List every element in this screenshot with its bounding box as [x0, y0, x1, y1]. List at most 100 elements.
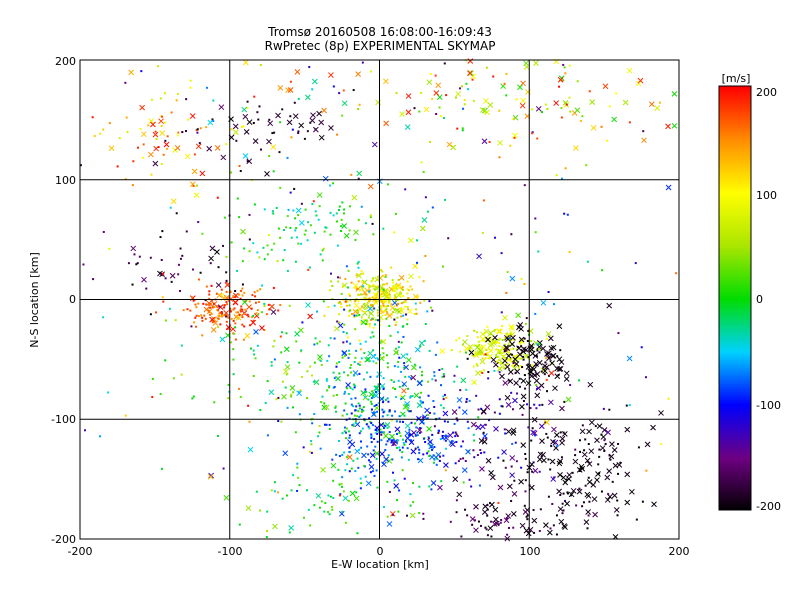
scatter-marker-x	[152, 131, 159, 138]
scatter-point	[194, 316, 197, 319]
scatter-point	[343, 354, 346, 357]
scatter-marker-x	[570, 487, 577, 494]
scatter-point	[208, 293, 211, 296]
colorbar-segment	[719, 146, 751, 149]
scatter-point	[404, 301, 407, 304]
scatter-point	[498, 156, 501, 159]
scatter-point	[512, 347, 515, 350]
colorbar-segment	[719, 98, 751, 101]
scatter-marker-x	[518, 478, 524, 485]
scatter-point	[498, 345, 501, 348]
scatter-point	[108, 122, 111, 125]
scatter-point	[217, 266, 220, 269]
scatter-point	[358, 363, 361, 366]
scatter-point	[337, 280, 340, 283]
scatter-point	[232, 358, 235, 361]
scatter-marker-x	[419, 419, 425, 425]
scatter-point	[426, 380, 429, 383]
scatter-point	[184, 130, 187, 133]
scatter-marker-x	[553, 100, 560, 106]
scatter-point	[195, 129, 198, 132]
scatter-point	[217, 314, 220, 317]
scatter-marker-x	[351, 194, 358, 201]
scatter-point	[499, 361, 502, 364]
scatter-point	[402, 295, 405, 298]
scatter-point	[266, 253, 269, 256]
scatter-point	[232, 373, 235, 376]
scatter-point	[357, 260, 360, 263]
scatter-point	[197, 221, 200, 224]
scatter-marker-x	[611, 492, 618, 499]
scatter-point	[616, 499, 619, 502]
scatter-point	[286, 215, 289, 218]
colorbar-segment	[719, 420, 751, 423]
scatter-point	[332, 496, 335, 499]
scatter-marker-x	[374, 450, 380, 457]
scatter-point	[386, 366, 389, 369]
scatter-point	[562, 63, 565, 66]
scatter-point	[395, 446, 398, 449]
scatter-marker-x	[189, 113, 196, 119]
scatter-point	[628, 121, 631, 124]
scatter-point	[359, 342, 362, 345]
colorbar-segment	[719, 222, 751, 225]
scatter-point	[385, 354, 388, 357]
scatter-point	[124, 178, 127, 181]
scatter-marker-x	[512, 397, 518, 404]
scatter-point	[452, 431, 455, 434]
scatter-point	[508, 344, 511, 347]
scatter-point	[210, 299, 213, 302]
scatter-marker-x	[433, 90, 440, 96]
scatter-point	[338, 494, 341, 497]
scatter-point	[574, 448, 577, 451]
colorbar-segment	[719, 144, 751, 147]
scatter-point	[300, 202, 303, 205]
colorbar-segment	[719, 454, 751, 457]
scatter-point	[494, 236, 497, 239]
scatter-marker-x	[608, 453, 615, 460]
scatter-marker-x	[243, 129, 250, 135]
scatter-point	[433, 374, 436, 377]
scatter-point	[511, 365, 514, 368]
colorbar-segment	[719, 278, 751, 281]
scatter-point	[395, 308, 398, 311]
scatter-point	[354, 328, 357, 331]
scatter-point	[242, 338, 245, 341]
colorbar-segment	[719, 386, 751, 389]
scatter-point	[538, 470, 541, 473]
scatter-point	[527, 426, 530, 429]
scatter-point	[189, 86, 192, 89]
scatter-point	[440, 480, 443, 483]
scatter-point	[486, 504, 489, 507]
scatter-point	[204, 317, 207, 320]
scatter-marker-x	[473, 527, 479, 534]
colorbar-segment	[719, 218, 751, 221]
scatter-marker-x	[485, 336, 491, 343]
scatter-point	[400, 307, 403, 310]
scatter-point	[346, 413, 349, 416]
scatter-point	[606, 139, 609, 142]
scatter-marker-x	[479, 423, 486, 430]
scatter-point	[336, 133, 339, 136]
scatter-marker-x	[223, 494, 230, 501]
scatter-point	[403, 362, 406, 365]
scatter-point	[259, 64, 262, 67]
scatter-point	[335, 410, 338, 413]
y-tick-label: 100	[55, 174, 76, 187]
scatter-marker-x	[534, 392, 541, 399]
scatter-point	[343, 451, 346, 454]
scatter-point	[218, 312, 221, 315]
scatter-point	[317, 218, 320, 221]
scatter-point	[482, 199, 485, 202]
scatter-point	[404, 375, 407, 378]
scatter-marker-x	[246, 119, 253, 125]
scatter-point	[313, 504, 316, 507]
scatter-point	[381, 347, 384, 350]
scatter-point	[364, 475, 367, 478]
colorbar-segment	[719, 96, 751, 99]
scatter-point	[159, 97, 162, 100]
scatter-marker-x	[246, 158, 253, 165]
scatter-marker-x	[389, 510, 396, 517]
scatter-point	[338, 313, 341, 316]
scatter-point	[402, 335, 405, 338]
